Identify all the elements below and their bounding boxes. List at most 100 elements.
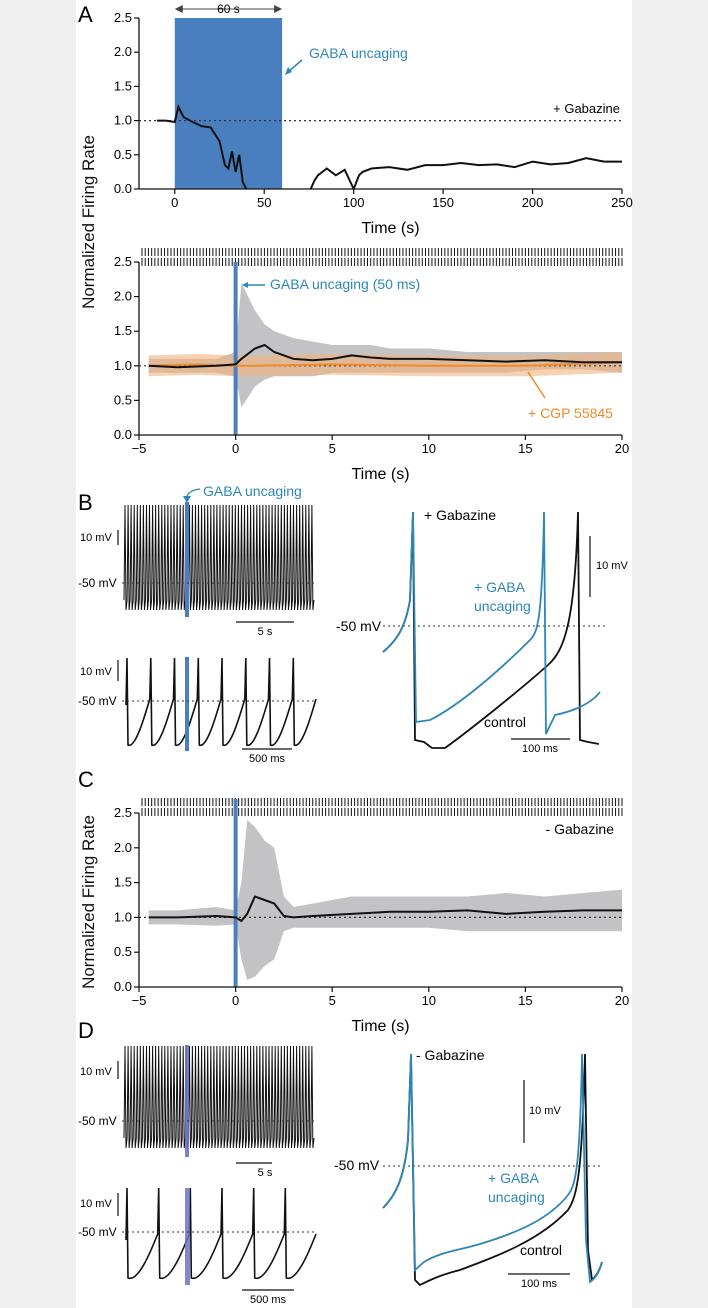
y-tick-label: 2.0 [114, 289, 132, 304]
level-label: -50 mV [78, 576, 117, 590]
uncaging-bar [185, 657, 189, 751]
control-trace [148, 343, 622, 369]
time-scale: 500 ms [249, 753, 286, 765]
level-label: -50 mV [78, 1225, 117, 1239]
y-tick-label: 0.5 [114, 147, 132, 162]
y-tick-label: 0.0 [114, 181, 132, 196]
gaba-trace [382, 1053, 603, 1284]
x-tick-label: 5 [329, 441, 336, 456]
voltage-trace [125, 1187, 317, 1279]
firing-rate-trace-recovery [309, 157, 622, 192]
cgp-trace [148, 361, 623, 367]
panel-c-chart: −5 0 5 10 15 200.00.51.01.52.02.5 - Gabazine … [114, 798, 629, 1035]
window-duration-label: 60 s [217, 2, 240, 16]
c-y-axis-label: Normalized Firing Rate [79, 815, 98, 989]
voltage-scale: 10 mV [80, 666, 112, 678]
voltage-scale: 10 mV [80, 532, 112, 544]
uncaging-bar [185, 502, 189, 617]
x-tick-label: 20 [615, 441, 629, 456]
panel-b-left-top-trace: 10 mV -50 mV 5 s GABA uncaging [78, 483, 316, 638]
x-tick-label: 15 [518, 441, 532, 456]
condition-label: - Gabazine [546, 821, 615, 837]
y-tick-label: 0.0 [114, 979, 132, 994]
x-tick-label: 5 [329, 993, 336, 1008]
y-tick-label: 0.5 [114, 944, 132, 959]
uncaging-window [174, 18, 283, 189]
time-scale: 100 ms [522, 743, 559, 755]
axes: −5 0 5 10 15 20 0.0 0.5 1.0 1.5 2.0 2.5 [114, 254, 629, 456]
arrow-icon [183, 496, 191, 503]
uncaging-label: GABA uncaging [309, 45, 408, 61]
panel-d-right-traces: 10 mV - Gabazine -50 mV + GABA uncaging … [334, 1047, 603, 1290]
sem-band [148, 820, 622, 980]
spike-raster [141, 248, 623, 266]
x-axis-label: Time (s) [361, 220, 419, 237]
panel-b-right-traces: 10 mV + Gabazine -50 mV + GABA uncaging … [336, 507, 628, 755]
uncaging-pointer [186, 488, 201, 497]
x-tick-label: 10 [422, 441, 436, 456]
y-tick-label: 1.0 [114, 358, 132, 373]
axes: 0 50 100 150 200 250 0.0 0.5 1.0 1.5 2.0 2.5 [114, 10, 633, 210]
sem-band [148, 282, 622, 408]
x-tick-label: 0 [232, 441, 239, 456]
panel-d-label: D [78, 1018, 94, 1043]
panel-a-top-chart: 0 50 100 150 200 250 0.0 0.5 1.0 1.5 2.0 2.5 60 s G… [114, 2, 633, 237]
time-scale: 5 s [258, 1167, 273, 1179]
panel-d-left-top-trace: 10 mV -50 mV 5 s [78, 1045, 316, 1179]
uncaging-bar [233, 799, 238, 987]
control-label: control [484, 714, 526, 730]
voltage-trace [123, 504, 315, 611]
x-axis-label: Time (s) [351, 1018, 409, 1035]
voltage-scale: 10 mV [80, 1198, 112, 1210]
gaba-label-line-1: + GABA [474, 579, 526, 595]
voltage-trace [125, 657, 317, 746]
condition-label: + Gabazine [424, 507, 496, 523]
y-tick-label: 1.5 [114, 323, 132, 338]
shared-y-axis-label: Normalized Firing Rate [79, 135, 98, 309]
voltage-scale: 10 mV [596, 560, 628, 572]
uncaging-bar [185, 1045, 189, 1157]
level-label: -50 mV [78, 694, 117, 708]
uncaging-label: GABA uncaging (50 ms) [270, 276, 420, 292]
uncaging-label: GABA uncaging [203, 483, 302, 499]
time-scale: 100 ms [521, 1278, 558, 1290]
voltage-scale: 10 mV [529, 1105, 561, 1117]
cgp-pointer [527, 371, 546, 399]
level-label: -50 mV [334, 1157, 380, 1173]
panel-b-label: B [78, 490, 93, 515]
arrow-icon [285, 67, 292, 75]
panel-c-label: C [78, 767, 94, 792]
y-tick-label: 1.5 [114, 875, 132, 890]
bracket-arrow-right-icon [274, 5, 283, 13]
x-tick-label: 10 [422, 993, 436, 1008]
x-tick-label: 0 [232, 993, 239, 1008]
x-tick-label: 0 [171, 195, 178, 210]
panel-d-left-bottom-trace: 10 mV -50 mV 500 ms [78, 1187, 317, 1306]
y-tick-label: 0.5 [114, 392, 132, 407]
axes: −5 0 5 10 15 20 0.0 0.5 1.0 1.5 2.0 2.5 [114, 805, 629, 1008]
gaba-label-line-2: uncaging [488, 1189, 545, 1205]
spike-raster [141, 798, 623, 816]
level-label: -50 mV [78, 1114, 117, 1128]
x-tick-label: 50 [257, 195, 271, 210]
y-tick-label: 2.5 [114, 10, 132, 25]
uncaging-bar [185, 1188, 190, 1285]
x-axis-label: Time (s) [351, 466, 409, 483]
panel-a-bottom-chart: −5 0 5 10 15 20 0.0 0.5 1.0 1.5 2.0 2.5 GABA uncagi… [114, 248, 629, 483]
gaba-label-line-1: + GABA [488, 1170, 540, 1186]
y-tick-label: 2.0 [114, 44, 132, 59]
y-tick-label: 1.0 [114, 113, 132, 128]
y-tick-label: 0.0 [114, 427, 132, 442]
voltage-scale: 10 mV [80, 1066, 112, 1078]
x-tick-label: 150 [432, 195, 454, 210]
x-tick-label: 250 [611, 195, 633, 210]
panel-a-label: A [78, 2, 93, 27]
x-tick-label: 100 [343, 195, 365, 210]
gaba-trace [382, 511, 601, 735]
arrow-icon [242, 282, 248, 288]
y-tick-label: 1.5 [114, 78, 132, 93]
time-scale: 500 ms [250, 1294, 287, 1306]
y-tick-label: 2.5 [114, 805, 132, 820]
